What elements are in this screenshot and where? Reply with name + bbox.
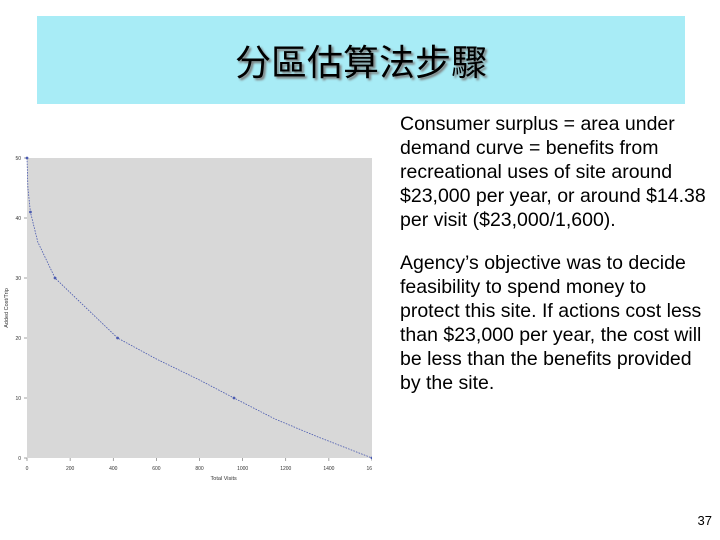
- data-point: [53, 276, 57, 280]
- y-tick-label: 50: [15, 156, 21, 162]
- title-bar: 分區估算法步驟: [37, 16, 685, 104]
- y-tick-label: 40: [15, 216, 21, 222]
- y-tick-label: 10: [15, 396, 21, 402]
- slide-number: 37: [697, 513, 712, 528]
- y-tick-label: 30: [15, 276, 21, 282]
- x-axis-label: Total Visits: [211, 476, 237, 480]
- paragraph-agency-objective: Agency’s objective was to decide feasibi…: [400, 252, 702, 394]
- demand-chart: 0 200 400 600 800 1000 1200 1400 1600 0 10 20 30 40 50…: [0, 150, 378, 482]
- plot-area: [27, 158, 372, 458]
- y-tick-label: 0: [18, 456, 21, 462]
- x-tick-label: 600: [152, 466, 161, 472]
- x-tick-label: 400: [109, 466, 118, 472]
- x-tick-label: 0: [26, 466, 29, 472]
- x-tick-label: 1200: [280, 466, 291, 472]
- data-point: [29, 210, 32, 214]
- chart-svg: 0 200 400 600 800 1000 1200 1400 1600 0 10 20 30 40 50…: [4, 156, 378, 482]
- x-tick-label: 1600: [366, 466, 372, 472]
- y-axis-label: Added Cost/Trip: [4, 288, 10, 328]
- data-point: [25, 156, 29, 160]
- data-point: [232, 396, 236, 400]
- slide-title: 分區估算法步驟: [234, 43, 487, 84]
- x-tick-label: 200: [66, 466, 75, 472]
- y-tick-label: 20: [15, 336, 21, 342]
- x-tick-label: 1000: [237, 466, 248, 472]
- x-tick-label: 800: [195, 466, 204, 472]
- paragraph-consumer-surplus: Consumer surplus = area under demand cur…: [400, 113, 706, 231]
- body-text: Consumer surplus = area under demand cur…: [400, 112, 710, 414]
- x-tick-label: 1400: [323, 466, 334, 472]
- data-point: [116, 336, 119, 340]
